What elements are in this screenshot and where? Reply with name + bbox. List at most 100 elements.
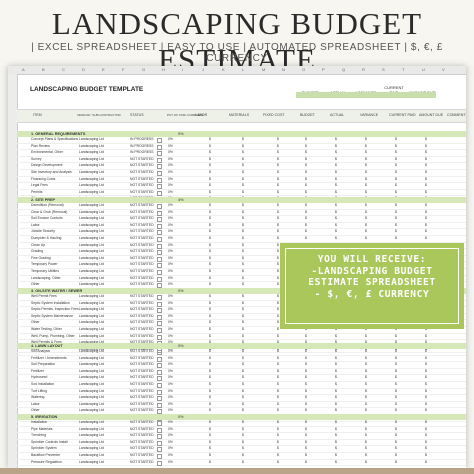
status-checkbox[interactable] (157, 301, 162, 307)
table-row[interactable]: Permits Landscaping Ltd NOT STARTED 0% $ $ $ $ $… (17, 190, 466, 197)
column-letter[interactable]: H (162, 67, 165, 72)
column-letter[interactable]: D (82, 67, 85, 72)
column-letter[interactable]: B (42, 67, 45, 72)
status-checkbox[interactable] (157, 434, 162, 440)
status-checkbox[interactable] (157, 144, 162, 150)
column-letter[interactable]: I (182, 67, 184, 72)
status-checkbox[interactable] (157, 460, 162, 466)
table-row[interactable]: Watering Landscaping Ltd NOT STARTED 0% $ $ $ $… (17, 395, 466, 402)
status-checkbox[interactable] (157, 283, 162, 289)
table-row[interactable]: Sprinkler System Landscaping Ltd NOT START… (17, 446, 466, 453)
status-checkbox[interactable] (157, 389, 162, 395)
status-checkbox[interactable] (157, 151, 162, 157)
column-letter[interactable]: P (322, 67, 325, 72)
status-checkbox[interactable] (157, 453, 162, 459)
table-row[interactable]: Site Inventory and Analysis Landscaping L… (17, 170, 466, 177)
table-row[interactable]: Backflow Preventer Landscaping Ltd NOT STA… (17, 453, 466, 460)
column-letter[interactable]: M (262, 67, 266, 72)
status-checkbox[interactable] (157, 217, 162, 223)
status-checkbox[interactable] (157, 230, 162, 236)
table-row[interactable]: Plan Review Landscaping Ltd IN PROGRESS 0% $… (17, 144, 466, 151)
column-letter[interactable]: F (122, 67, 125, 72)
status-checkbox[interactable] (157, 427, 162, 433)
table-row[interactable]: Concept Plans & Specifications Landscapin… (17, 137, 466, 144)
status-checkbox[interactable] (157, 223, 162, 229)
table-row[interactable]: Installation Landscaping Ltd NOT STARTED 0%… (17, 420, 466, 427)
table-row[interactable]: Labor Landscaping Ltd NOT STARTED 0% $ $ $ $ $ $ $… (17, 402, 466, 409)
table-row[interactable]: Soil Preparation Landscaping Ltd NOT START… (17, 362, 466, 369)
column-letter[interactable]: A (22, 67, 25, 72)
table-row[interactable]: Legal Fees Landscaping Ltd NOT STARTED 0% $ $… (17, 183, 466, 190)
status-checkbox[interactable] (157, 164, 162, 170)
table-row[interactable]: Pressure Regulation Landscaping Ltd NOT ST… (17, 460, 466, 467)
table-row[interactable]: Turf Lifting Landscaping Ltd NOT STARTED 0%… (17, 389, 466, 396)
status-checkbox[interactable] (157, 396, 162, 402)
status-checkbox[interactable] (157, 402, 162, 408)
status-checkbox[interactable] (157, 276, 162, 282)
status-checkbox[interactable] (157, 138, 162, 143)
column-letter[interactable]: G (142, 67, 146, 72)
column-letter[interactable]: E (102, 67, 105, 72)
column-letter[interactable]: L (242, 67, 245, 72)
table-row[interactable]: Fertilizer Landscaping Ltd NOT STARTED 0% $ $… (17, 369, 466, 376)
status-checkbox[interactable] (157, 363, 162, 369)
column-letter[interactable]: N (282, 67, 285, 72)
status-checkbox[interactable] (157, 327, 162, 333)
status-checkbox[interactable] (157, 256, 162, 262)
status-checkbox[interactable] (157, 350, 162, 355)
table-row[interactable]: Pipe Materials Landscaping Ltd NOT STARTED… (17, 427, 466, 434)
status-checkbox[interactable] (157, 243, 162, 249)
section-header[interactable]: 4. LAWN LAYOUT 0% (17, 343, 466, 349)
status-checkbox[interactable] (157, 204, 162, 209)
table-row[interactable]: Water Testing, Other Landscaping Ltd NOT S… (17, 327, 466, 334)
table-row[interactable]: Demolition (Removal) Landscaping Ltd NOT S… (17, 203, 466, 210)
table-row[interactable]: Clear & Grub (Removal) Landscaping Ltd NOT… (17, 210, 466, 217)
table-row[interactable]: Well, Pump, Plumbing, Other Landscaping L… (17, 334, 466, 341)
column-letter[interactable]: K (222, 67, 225, 72)
status-checkbox[interactable] (157, 210, 162, 216)
table-row[interactable]: Fertilizer / Amendments Landscaping Ltd NO… (17, 356, 466, 363)
status-checkbox[interactable] (157, 269, 162, 275)
column-letter[interactable]: S (382, 67, 385, 72)
table-row[interactable]: Hydroseed Landscaping Ltd NOT STARTED 0% $ $ $… (17, 375, 466, 382)
column-letter[interactable]: V (442, 67, 445, 72)
table-row[interactable]: Trenching Landscaping Ltd NOT STARTED 0% $ $ $… (17, 433, 466, 440)
status-checkbox[interactable] (157, 177, 162, 183)
status-checkbox[interactable] (157, 190, 162, 196)
status-checkbox[interactable] (157, 157, 162, 163)
column-letter[interactable]: U (422, 67, 425, 72)
table-row[interactable]: Design Development Landscaping Ltd NOT STA… (17, 163, 466, 170)
table-row[interactable]: Labor Landscaping Ltd NOT STARTED 0% $ $ $ $ $ $ $… (17, 223, 466, 230)
table-row[interactable]: Survey Landscaping Ltd NOT STARTED 0% $ $ $ $ $ $… (17, 157, 466, 164)
status-checkbox[interactable] (157, 356, 162, 362)
status-checkbox[interactable] (157, 334, 162, 340)
column-letter[interactable]: O (302, 67, 306, 72)
status-checkbox[interactable] (157, 170, 162, 176)
status-checkbox[interactable] (157, 184, 162, 190)
table-row[interactable]: Fine Grading Landscaping Ltd NOT STARTED 0%… (17, 256, 466, 263)
section-header[interactable]: 3. ON-SITE WATER / SEWER 0% (17, 288, 466, 294)
status-checkbox[interactable] (157, 376, 162, 382)
table-row[interactable]: Soil Analysis Landscaping Ltd NOT STARTED 0… (17, 349, 466, 356)
table-row[interactable]: Jobsite Security Landscaping Ltd NOT START… (17, 229, 466, 236)
table-row[interactable]: Environmental, Other Landscaping Ltd IN PR… (17, 150, 466, 157)
status-checkbox[interactable] (157, 250, 162, 256)
status-checkbox[interactable] (157, 321, 162, 327)
section-header[interactable]: 2. SITE PREP 4% (17, 197, 466, 203)
status-checkbox[interactable] (157, 308, 162, 314)
column-letter[interactable]: T (402, 67, 405, 72)
table-row[interactable]: Sprinkler Controls Install Landscaping Lt… (17, 440, 466, 447)
section-header[interactable]: 5. IRRIGATION 0% (17, 414, 466, 420)
column-letter[interactable]: Q (342, 67, 346, 72)
status-checkbox[interactable] (157, 440, 162, 446)
status-checkbox[interactable] (157, 447, 162, 453)
table-row[interactable]: Dumpster & Hauling Landscaping Ltd NOT STA… (17, 236, 466, 243)
status-checkbox[interactable] (157, 409, 162, 415)
column-letter[interactable]: R (362, 67, 365, 72)
column-letter[interactable]: J (202, 67, 204, 72)
status-checkbox[interactable] (157, 314, 162, 320)
table-row[interactable]: Soil Erosion Controls Landscaping Ltd NOT … (17, 216, 466, 223)
status-checkbox[interactable] (157, 382, 162, 388)
status-checkbox[interactable] (157, 295, 162, 300)
status-checkbox[interactable] (157, 421, 162, 426)
